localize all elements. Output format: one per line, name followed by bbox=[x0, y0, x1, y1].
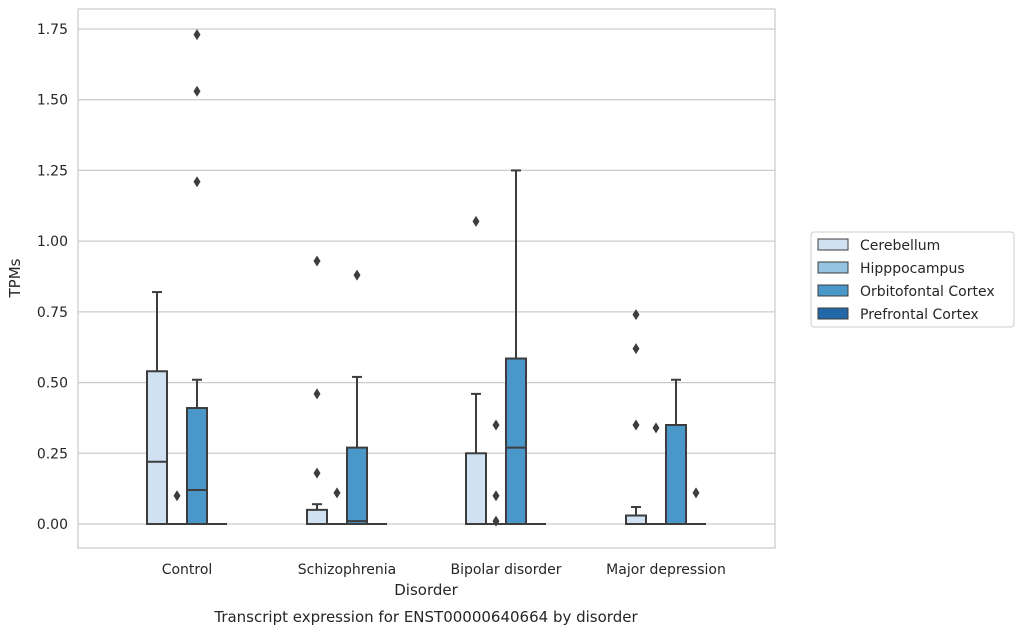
chart-caption: Transcript expression for ENST0000064066… bbox=[213, 608, 638, 626]
box-2-1 bbox=[346, 269, 368, 525]
legend-swatch bbox=[817, 261, 849, 274]
box-1-0 bbox=[167, 490, 187, 525]
box-2-3 bbox=[665, 378, 687, 525]
box-0-2 bbox=[465, 215, 487, 525]
y-tick-label: 1.00 bbox=[37, 234, 68, 250]
box-1-1 bbox=[327, 487, 347, 525]
legend-entry: Cerebellum bbox=[860, 238, 940, 254]
box-body bbox=[186, 407, 208, 525]
outlier-point bbox=[472, 215, 480, 227]
x-axis-label: Disorder bbox=[394, 581, 458, 599]
outlier-point bbox=[313, 467, 321, 479]
box-body bbox=[625, 514, 647, 525]
outlier-point bbox=[492, 419, 500, 431]
legend-frame bbox=[810, 231, 1015, 328]
y-tick-label: 0.25 bbox=[37, 446, 68, 462]
box-body bbox=[306, 508, 328, 526]
outlier-point bbox=[632, 309, 640, 321]
box-body bbox=[346, 446, 368, 525]
box-body bbox=[146, 370, 168, 525]
outlier-point bbox=[632, 343, 640, 355]
outlier-point bbox=[652, 422, 660, 434]
outlier-point bbox=[193, 176, 201, 188]
box-1-3 bbox=[646, 422, 666, 525]
outlier-point bbox=[193, 85, 201, 97]
x-tick-label: Major depression bbox=[606, 562, 726, 578]
outlier-point bbox=[632, 419, 640, 431]
outlier-point bbox=[313, 388, 321, 400]
legend-entry: Prefrontal Cortex bbox=[860, 307, 979, 323]
box-body bbox=[505, 357, 527, 525]
legend-entry: Orbitofontal Cortex bbox=[860, 284, 995, 300]
outlier-point bbox=[492, 515, 500, 527]
y-axis-label: TPMs bbox=[6, 258, 24, 298]
outlier-point bbox=[173, 490, 181, 502]
box-3-3 bbox=[686, 487, 706, 525]
box-0-1 bbox=[306, 255, 328, 526]
legend: Cerebellum Hipppocampus Orbitofontal Corte… bbox=[810, 231, 1015, 328]
outlier-point bbox=[313, 255, 321, 267]
box-series bbox=[146, 29, 706, 527]
box-1-2 bbox=[486, 419, 506, 527]
y-tick-label: 1.75 bbox=[37, 22, 68, 38]
box-body bbox=[465, 452, 487, 525]
box-0-0 bbox=[146, 291, 168, 525]
y-tick-labels: 0.00 0.25 0.50 0.75 1.00 1.25 1.50 1.75 bbox=[37, 22, 68, 533]
y-tick-label: 1.25 bbox=[37, 163, 68, 179]
x-tick-label: Schizophrenia bbox=[298, 562, 396, 578]
box-2-0 bbox=[186, 29, 208, 525]
y-tick-label: 1.50 bbox=[37, 93, 68, 109]
legend-swatch bbox=[817, 238, 849, 251]
outlier-point bbox=[353, 269, 361, 281]
box-2-2 bbox=[505, 169, 527, 525]
box-0-3 bbox=[625, 309, 647, 525]
outlier-point bbox=[333, 487, 341, 499]
y-tick-label: 0.75 bbox=[37, 305, 68, 321]
y-tick-label: 0.50 bbox=[37, 376, 68, 392]
legend-swatch bbox=[817, 284, 849, 297]
x-tick-labels: Control Schizophrenia Bipolar disorder Majo… bbox=[162, 562, 726, 578]
outlier-point bbox=[692, 487, 700, 499]
legend-entry: Hipppocampus bbox=[860, 261, 965, 277]
outlier-point bbox=[492, 490, 500, 502]
box-body bbox=[665, 424, 687, 525]
outlier-point bbox=[193, 29, 201, 41]
plot-frame bbox=[77, 8, 776, 549]
legend-swatch bbox=[817, 307, 849, 320]
y-tick-label: 0.00 bbox=[37, 517, 68, 533]
x-tick-label: Bipolar disorder bbox=[450, 562, 561, 578]
x-tick-label: Control bbox=[162, 562, 213, 578]
